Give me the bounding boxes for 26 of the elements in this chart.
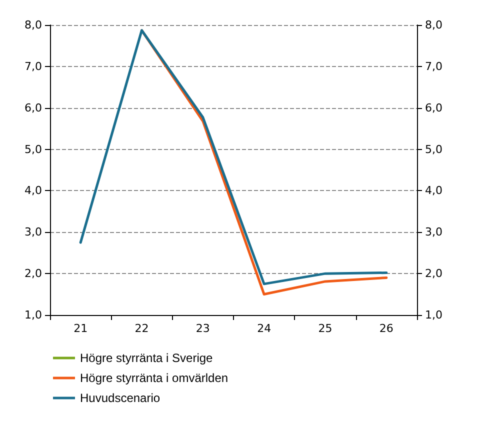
y2-tick-label: 2,0 — [425, 267, 442, 280]
y2-tick-label: 7,0 — [425, 60, 442, 73]
legend-label: Huvudscenario — [80, 391, 160, 405]
y-tick-label: 1,0 — [24, 308, 42, 322]
y2-tick-label: 4,0 — [425, 184, 442, 198]
y-tick-label: 2,0 — [24, 267, 42, 280]
legend-label: Högre styrränta i Sverige — [80, 351, 214, 365]
x-tick-label: 21 — [74, 322, 88, 335]
y2-tick-label: 6,0 — [425, 101, 442, 114]
y-tick-label: 8,0 — [24, 18, 42, 32]
y-tick-label: 3,0 — [24, 226, 42, 239]
y-tick-label: 7,0 — [24, 60, 42, 73]
y-tick-label: 6,0 — [24, 101, 42, 114]
x-tick-label: 26 — [379, 322, 394, 335]
y2-tick-label: 5,0 — [425, 142, 442, 156]
x-tick-label: 23 — [196, 322, 210, 335]
x-tick-label: 22 — [134, 322, 149, 335]
y2-tick-label: 1,0 — [425, 308, 442, 322]
line-series — [79, 29, 388, 286]
y2-tick-label: 8,0 — [425, 18, 442, 32]
y-tick-label: 5,0 — [24, 142, 42, 156]
legend-label: Högre styrränta i omvärlden — [80, 371, 228, 385]
x-tick-label: 25 — [318, 322, 332, 335]
y-tick-label: 4,0 — [24, 184, 42, 198]
y2-tick-label: 3,0 — [425, 226, 442, 239]
x-tick-label: 24 — [257, 322, 272, 335]
